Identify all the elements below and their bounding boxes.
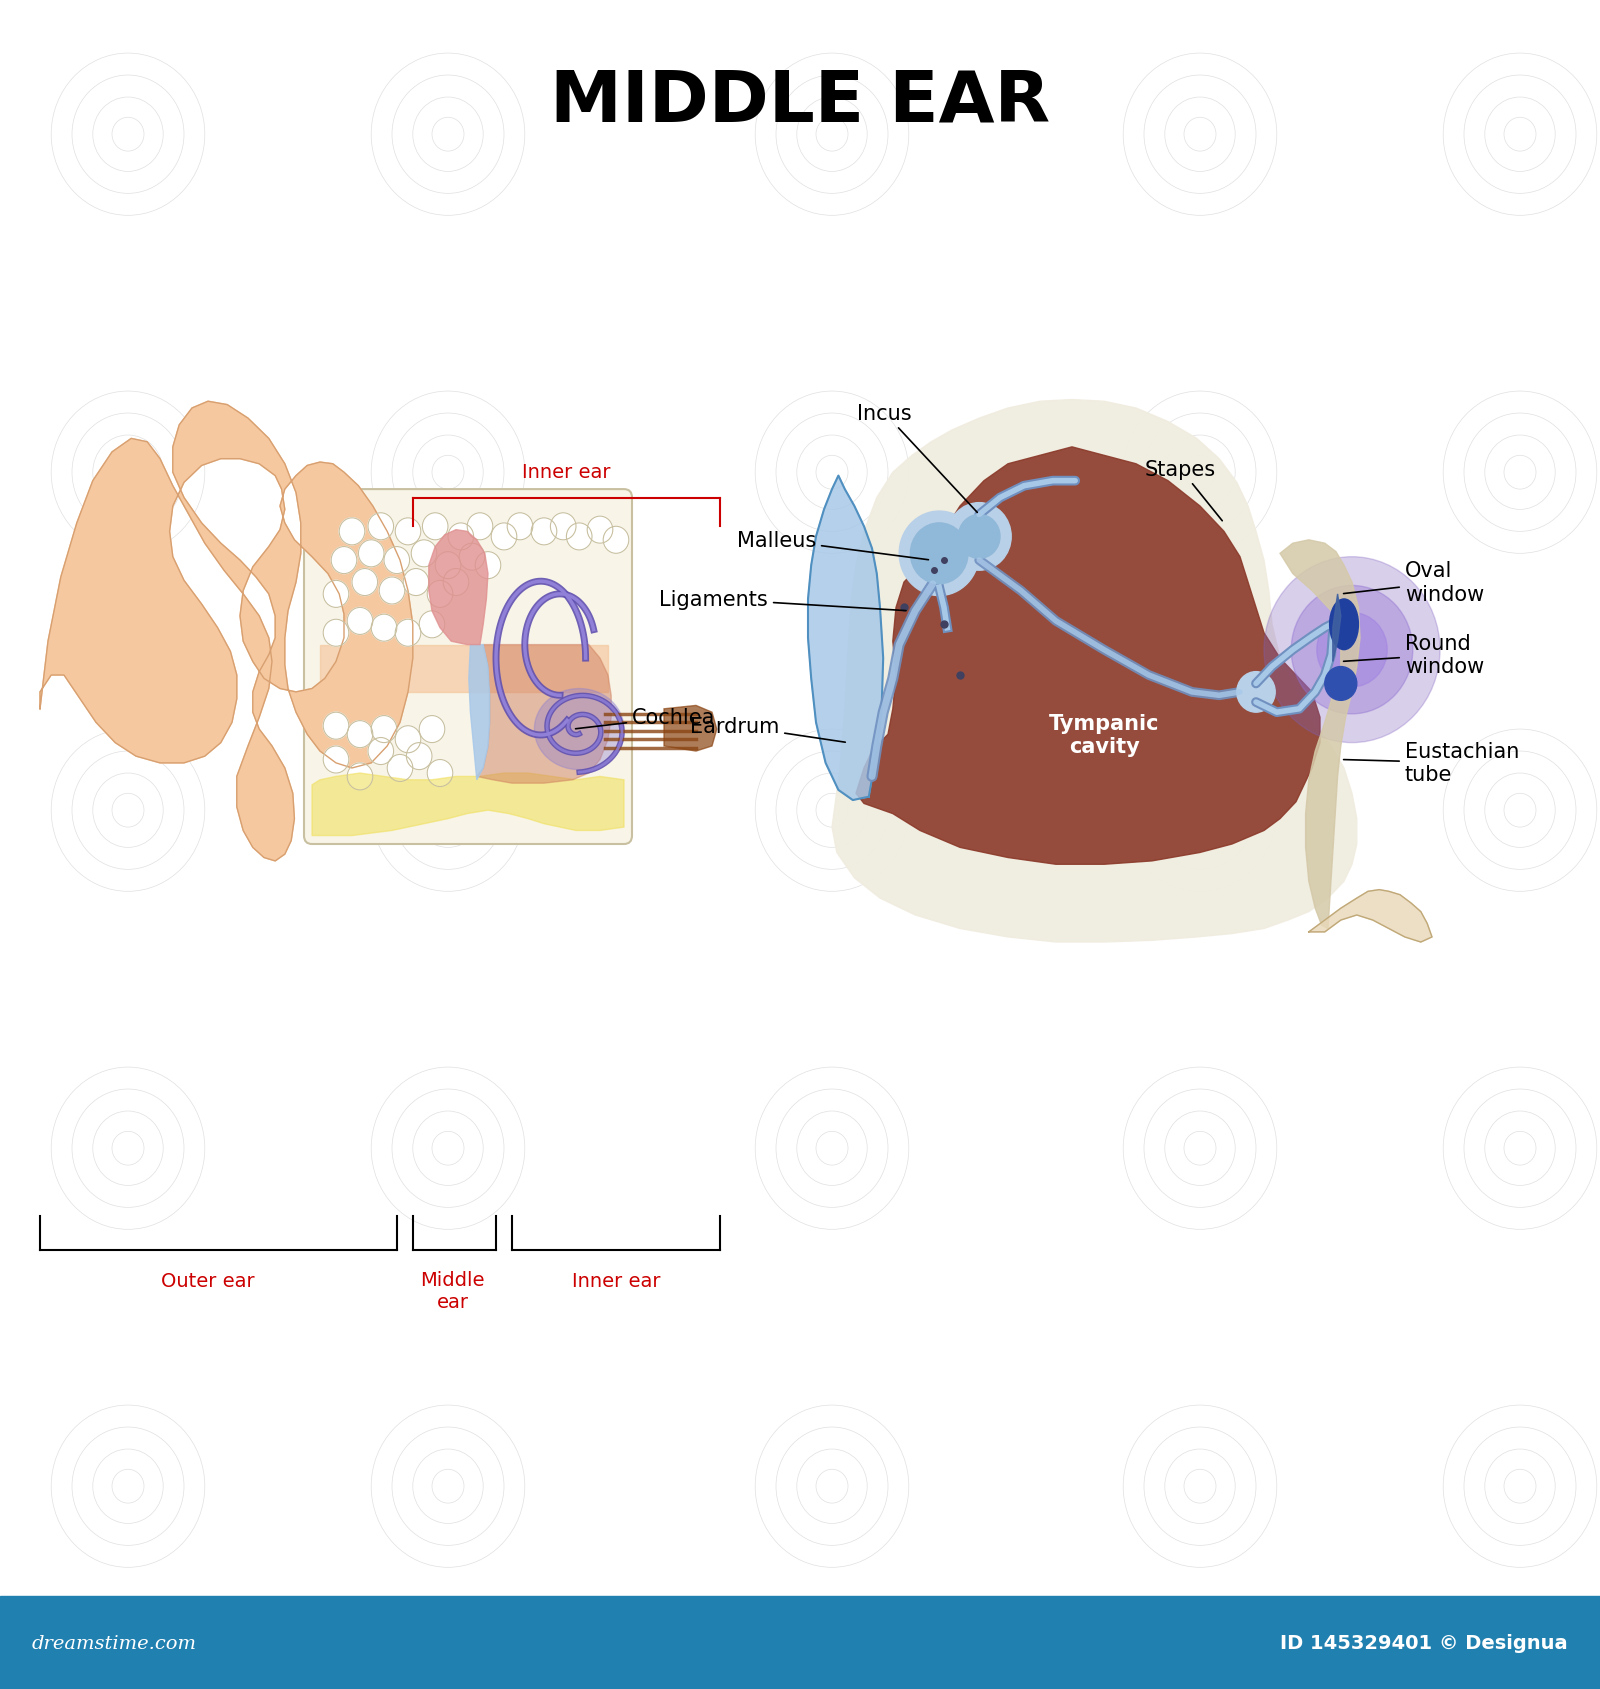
Circle shape (323, 581, 349, 608)
Polygon shape (832, 400, 1357, 942)
Text: Oval
window: Oval window (1344, 561, 1485, 605)
Circle shape (347, 721, 373, 748)
Circle shape (419, 716, 445, 743)
Text: Middle
ear: Middle ear (421, 1270, 485, 1311)
Circle shape (531, 519, 557, 546)
Ellipse shape (1330, 600, 1358, 650)
Circle shape (459, 544, 485, 571)
Polygon shape (1280, 540, 1360, 929)
Text: MIDDLE EAR: MIDDLE EAR (550, 68, 1050, 137)
Circle shape (371, 716, 397, 743)
Circle shape (1291, 586, 1413, 714)
Text: Malleus: Malleus (736, 530, 928, 561)
Circle shape (352, 569, 378, 596)
Text: Cochlea: Cochlea (576, 708, 715, 730)
Circle shape (491, 524, 517, 551)
Circle shape (358, 540, 384, 568)
Circle shape (331, 547, 357, 574)
Circle shape (395, 620, 421, 647)
Circle shape (347, 763, 373, 790)
Circle shape (947, 503, 1011, 571)
Circle shape (371, 615, 397, 642)
Circle shape (435, 552, 461, 579)
Polygon shape (312, 774, 624, 836)
Circle shape (384, 547, 410, 574)
Circle shape (347, 608, 373, 635)
Text: Inner ear: Inner ear (522, 463, 611, 481)
Text: Eustachian
tube: Eustachian tube (1344, 741, 1518, 785)
Circle shape (411, 540, 437, 568)
Text: Ligaments: Ligaments (659, 589, 906, 611)
Text: Outer ear: Outer ear (162, 1270, 254, 1290)
Text: Eardrum: Eardrum (690, 716, 845, 743)
Polygon shape (1333, 595, 1341, 662)
Circle shape (1325, 667, 1357, 701)
Circle shape (603, 527, 629, 554)
Polygon shape (40, 402, 413, 861)
Text: Round
window: Round window (1344, 633, 1485, 677)
Circle shape (422, 513, 448, 540)
Circle shape (323, 713, 349, 740)
Circle shape (899, 512, 979, 596)
Polygon shape (469, 645, 490, 780)
Circle shape (395, 519, 421, 546)
Circle shape (507, 513, 533, 540)
Circle shape (467, 513, 493, 540)
Text: ID 145329401 © Designua: ID 145329401 © Designua (1280, 1633, 1568, 1652)
Circle shape (427, 760, 453, 787)
Circle shape (395, 726, 421, 753)
Circle shape (419, 611, 445, 638)
Text: Tympanic
cavity: Tympanic cavity (1048, 713, 1160, 757)
Circle shape (368, 513, 394, 540)
Circle shape (448, 524, 474, 551)
FancyBboxPatch shape (304, 490, 632, 844)
Circle shape (1317, 613, 1387, 687)
Circle shape (475, 552, 501, 579)
Circle shape (1264, 557, 1440, 743)
Text: Incus: Incus (858, 404, 978, 513)
Circle shape (550, 513, 576, 540)
Circle shape (958, 515, 1000, 559)
Circle shape (339, 519, 365, 546)
Polygon shape (856, 448, 1320, 865)
Circle shape (387, 755, 413, 782)
Circle shape (403, 569, 429, 596)
Circle shape (379, 578, 405, 605)
Circle shape (587, 517, 613, 544)
Text: Inner ear: Inner ear (571, 1270, 661, 1290)
Circle shape (566, 524, 592, 551)
Bar (0, 1596, 1600, 1689)
Text: dreamstime.com: dreamstime.com (32, 1633, 197, 1652)
Polygon shape (429, 530, 488, 645)
Polygon shape (534, 689, 624, 770)
Polygon shape (808, 476, 883, 801)
Polygon shape (320, 645, 608, 692)
Polygon shape (1309, 890, 1432, 942)
Circle shape (368, 738, 394, 765)
Circle shape (910, 524, 968, 584)
Circle shape (1237, 672, 1275, 713)
Circle shape (323, 747, 349, 774)
Circle shape (443, 569, 469, 596)
Polygon shape (664, 706, 717, 752)
Text: Stapes: Stapes (1146, 459, 1222, 522)
Circle shape (323, 620, 349, 647)
Circle shape (427, 581, 453, 608)
Polygon shape (477, 645, 611, 784)
Circle shape (406, 743, 432, 770)
